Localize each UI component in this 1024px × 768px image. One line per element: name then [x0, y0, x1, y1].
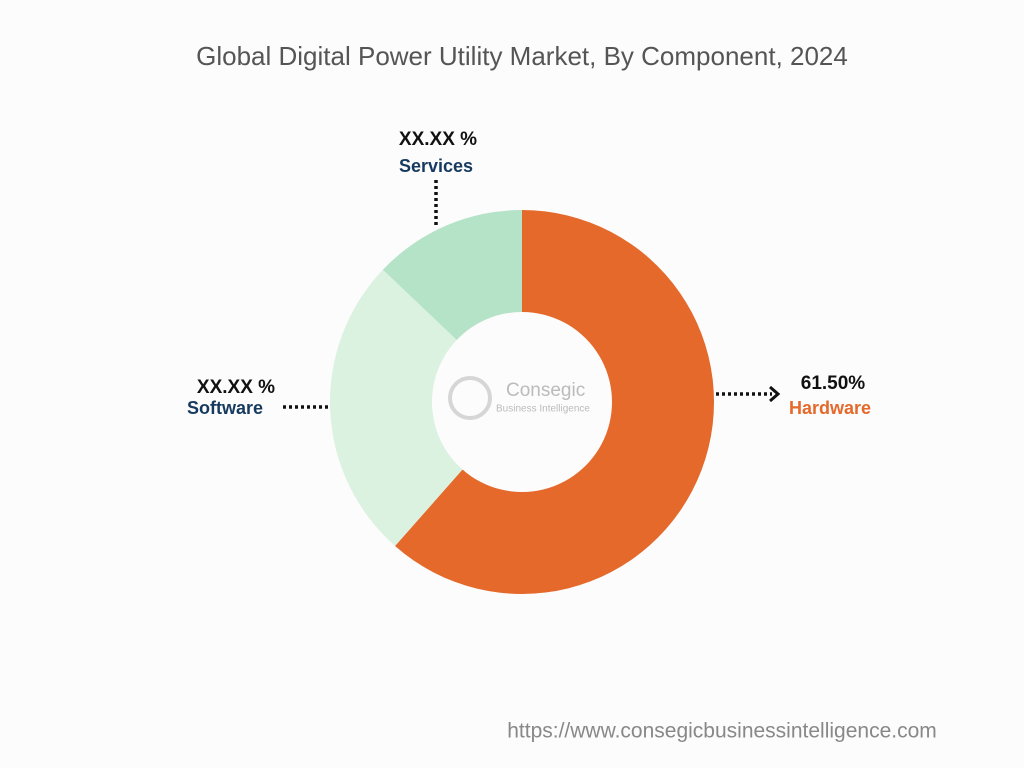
category-label: Services: [399, 156, 473, 176]
category-label: Software: [187, 398, 263, 418]
watermark-tagline: Business Intelligence: [496, 404, 590, 415]
category-label: Hardware: [789, 398, 871, 418]
donut-slice: [395, 210, 714, 594]
watermark-logo: [448, 376, 492, 420]
value-label: 61.50%: [801, 373, 866, 394]
value-label: XX.XX %: [197, 377, 275, 398]
value-label: XX.XX %: [399, 129, 477, 150]
donut-slice: [382, 210, 522, 340]
chart-title: Global Digital Power Utility Market, By …: [196, 41, 848, 71]
arrow-head: [769, 385, 781, 403]
footer-url: https://www.consegicbusinessintelligence…: [507, 720, 937, 743]
watermark-name: Consegic: [506, 380, 585, 401]
donut-slice: [330, 269, 463, 547]
